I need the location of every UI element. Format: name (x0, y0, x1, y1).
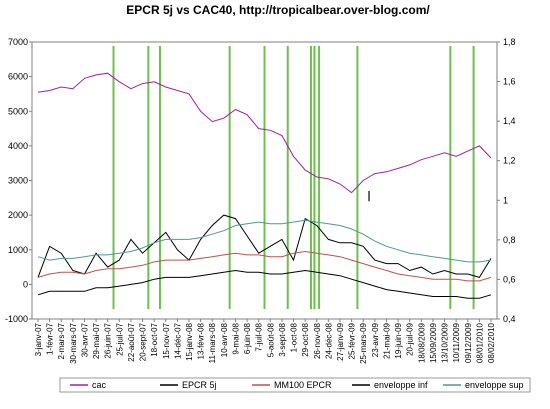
legend-label: MM100 EPCR (274, 380, 332, 390)
y2-tick-label: 1,2 (503, 156, 516, 166)
x-tick-label: 15/09/2009 (429, 322, 438, 363)
x-tick-label: 20-juil-09 (406, 322, 415, 355)
x-tick-label: 24-déc-08 (324, 322, 333, 359)
x-tick-label: 15-janv-08 (185, 322, 194, 360)
x-tick-label: 20-sept-07 (139, 322, 148, 361)
x-tick-label: 26-nov-08 (313, 322, 322, 359)
y2-tick-label: 1,4 (503, 116, 516, 126)
series-line-enveloppe-sup (37, 219, 492, 263)
series-line-epcr-5j (37, 214, 492, 278)
x-axis-ticks: 3-janv-07 1-févr-07 2-mars-07 30-mars-07 30-… (34, 319, 496, 364)
x-tick-label: 13/10/2009 (441, 322, 450, 363)
x-tick-label: 23-avr-09 (371, 322, 380, 357)
x-tick-label: 5-août-08 (266, 322, 275, 357)
legend: cac EPCR 5j MM100 EPCR enveloppe inf envelop… (70, 380, 524, 390)
y2-tick-label: 0,4 (503, 314, 516, 324)
x-tick-label: 11-mars-08 (208, 322, 217, 363)
x-tick-label: 08/01/2010 (475, 322, 484, 363)
x-tick-label: 6-juin-08 (243, 322, 252, 354)
x-tick-label: 09/12/2009 (464, 322, 473, 363)
x-tick-label: 9-mai-08 (231, 322, 240, 354)
x-tick-label: 10/11/2009 (452, 322, 461, 362)
y-tick-label: -1000 (5, 314, 28, 324)
right-axis-ticks: 0,4 0,6 0,8 1 1,2 1,4 1,6 1,8 (497, 37, 516, 324)
y-tick-label: 0 (23, 279, 28, 289)
series-line-mm100-epcr (37, 250, 492, 282)
x-tick-label: 25-mars-09 (359, 322, 368, 363)
x-tick-label: 21-mai-09 (382, 322, 391, 359)
chart-title: EPCR 5j vs CAC40, http://tropicalbear.ov… (126, 3, 430, 17)
y2-tick-label: 1,8 (503, 37, 516, 47)
series-line-cac (37, 72, 492, 194)
x-tick-label: 22-août-07 (127, 322, 136, 361)
legend-label: enveloppe inf (374, 380, 428, 390)
x-tick-label: 13-févr-08 (197, 322, 206, 359)
x-tick-label: 18-oct-07 (150, 322, 159, 356)
y-tick-label: 2000 (8, 210, 28, 220)
y2-tick-label: 0,6 (503, 274, 516, 284)
x-tick-label: 27-janv-09 (336, 322, 345, 360)
x-tick-label: 08/02/2010 (487, 322, 496, 363)
y-tick-label: 6000 (8, 72, 28, 82)
series-layer (37, 72, 492, 299)
x-tick-label: 2-mars-07 (57, 322, 66, 359)
x-tick-label: 3-sept-08 (278, 322, 287, 356)
y-tick-label: 1000 (8, 245, 28, 255)
x-tick-label: 30-avr-07 (80, 322, 89, 357)
y2-tick-label: 0,8 (503, 235, 516, 245)
y2-tick-label: 1 (503, 195, 508, 205)
left-axis-ticks: -1000 0 1000 2000 3000 4000 5000 6000 7000 (5, 37, 32, 324)
x-tick-label: 18/08/2009 (417, 322, 426, 363)
legend-label: enveloppe sup (465, 380, 524, 390)
y-tick-label: 3000 (8, 176, 28, 186)
y-tick-label: 4000 (8, 141, 28, 151)
x-tick-label: 14-déc-07 (173, 322, 182, 359)
y-tick-label: 7000 (8, 37, 28, 47)
x-tick-label: 7-juil-08 (255, 322, 264, 351)
x-tick-label: 30-mars-07 (69, 322, 78, 363)
legend-label: EPCR 5j (182, 380, 217, 390)
legend-box (59, 377, 531, 393)
x-tick-label: 29-mai-07 (92, 322, 101, 359)
legend-label: cac (92, 380, 107, 390)
x-tick-label: 10-avr-08 (220, 322, 229, 357)
x-tick-label: 3-janv-07 (34, 322, 43, 356)
x-tick-label: 25-juil-07 (115, 322, 124, 355)
y-tick-label: 5000 (8, 106, 28, 116)
x-tick-label: 26-juin-07 (104, 322, 113, 358)
x-tick-label: 1-févr-07 (46, 322, 55, 355)
x-tick-label: 15-nov-07 (162, 322, 171, 359)
series-line-enveloppe-inf (37, 269, 492, 299)
x-tick-label: 19-juin-09 (394, 322, 403, 358)
x-tick-label: 25-févr-09 (348, 322, 357, 359)
x-tick-label: 1-oct-08 (290, 322, 299, 352)
y2-tick-label: 1,6 (503, 77, 516, 87)
x-tick-label: 29-oct-08 (301, 322, 310, 356)
